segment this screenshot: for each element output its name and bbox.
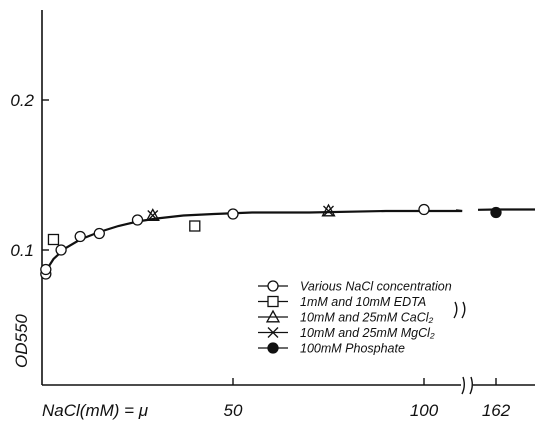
data-point bbox=[190, 221, 200, 231]
curve-break-mark bbox=[462, 302, 465, 318]
data-point bbox=[419, 205, 429, 215]
axes: 0.1 0.2 50 100 162 bbox=[10, 10, 535, 420]
x-axis-break-mark bbox=[462, 377, 464, 394]
fitted-curve bbox=[46, 210, 462, 271]
data-point bbox=[41, 265, 51, 275]
curve-break-mark bbox=[454, 302, 457, 318]
fitted-curve-group bbox=[46, 210, 535, 319]
data-points bbox=[41, 205, 501, 280]
data-point bbox=[133, 215, 143, 225]
data-point bbox=[94, 229, 104, 239]
legend-marker bbox=[268, 297, 278, 307]
x-tick-label: 100 bbox=[410, 401, 439, 420]
data-point bbox=[56, 245, 66, 255]
x-tick-label: 162 bbox=[482, 401, 511, 420]
legend-label: 100mM Phosphate bbox=[300, 342, 405, 356]
x-tick-label: 50 bbox=[224, 401, 243, 420]
legend-label: 10mM and 25mM MgCl₂ bbox=[300, 326, 435, 340]
legend-marker bbox=[268, 281, 278, 291]
data-point bbox=[48, 235, 58, 245]
y-tick-label: 0.1 bbox=[10, 241, 34, 260]
legend-label: Various NaCl concentration bbox=[300, 280, 452, 294]
legend-marker bbox=[268, 343, 278, 353]
legend-label: 1mM and 10mM EDTA bbox=[300, 295, 426, 309]
data-point bbox=[228, 209, 238, 219]
data-point bbox=[491, 208, 501, 218]
data-point bbox=[75, 232, 85, 242]
y-axis-label: OD550 bbox=[12, 314, 31, 368]
x-axis-label: NaCl(mM) = μ bbox=[42, 401, 149, 420]
x-axis-break-mark bbox=[470, 377, 472, 394]
legend-label: 10mM and 25mM CaCl₂ bbox=[300, 311, 434, 325]
y-tick-label: 0.2 bbox=[10, 91, 34, 110]
